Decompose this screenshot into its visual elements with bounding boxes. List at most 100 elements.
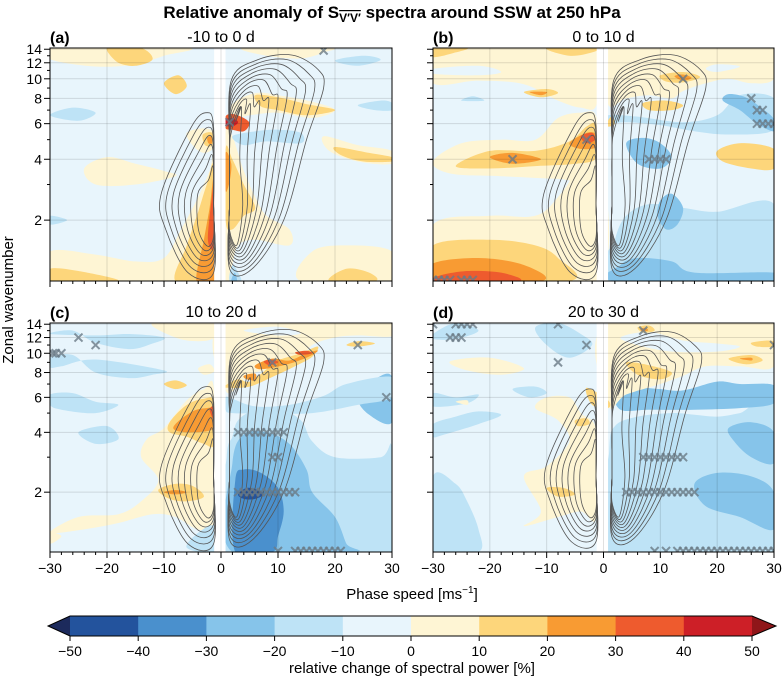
- contour-fill-level--30: [694, 472, 774, 531]
- y-axis-label: Zonal wavenumber: [0, 236, 17, 364]
- panel-field: [433, 323, 774, 552]
- significance-marker: [335, 546, 346, 552]
- climatology-contour: [196, 165, 215, 247]
- panel-field: [433, 48, 774, 281]
- y-tick-label: 2: [34, 484, 42, 500]
- contour-fill-level-0: [50, 532, 62, 544]
- colorbar-bin: [138, 616, 207, 636]
- panel-field: [50, 323, 392, 552]
- contour-fill-level--30: [613, 381, 774, 412]
- panel-label: (a): [50, 30, 70, 47]
- contour-fill-level-10: [163, 75, 187, 95]
- contour-fill-level-0: [50, 152, 227, 281]
- colorbar-tick-label: −30: [195, 643, 219, 659]
- contour-fill-level-10: [224, 145, 256, 231]
- contour-fill-level-0: [212, 323, 392, 394]
- x-axis-label: Phase speed [ms−1]: [346, 585, 477, 603]
- significance-marker: [678, 452, 688, 462]
- contour-fill-level-10: [328, 268, 378, 281]
- significance-marker: [445, 275, 455, 281]
- contour-fill-level-30: [433, 270, 522, 281]
- contour-fill-level--10: [433, 65, 502, 76]
- contour-fill-level--20: [512, 386, 547, 398]
- significance-marker: [769, 546, 774, 552]
- colorbar-bin: [547, 616, 617, 636]
- colorbar-bin: [683, 616, 753, 636]
- contour-fill-level-20: [207, 135, 213, 144]
- y-tick-label: 8: [34, 90, 42, 106]
- significance-marker: [757, 105, 768, 115]
- colorbar-bin: [206, 616, 276, 636]
- contour-fill-level--20: [78, 425, 119, 445]
- colorbar-tick-label: −10: [331, 643, 355, 659]
- contour-fill-level--10: [705, 64, 740, 73]
- contour-fill-level--20: [357, 100, 392, 111]
- colorbar-extend-under: [48, 616, 70, 636]
- contour-fill-level--30: [604, 257, 774, 281]
- panel-field: [50, 48, 392, 281]
- significance-marker: [273, 452, 283, 462]
- contour-fill-level--30: [727, 422, 774, 465]
- colorbar-tick-label: −50: [58, 643, 82, 659]
- y-tick-label: 6: [34, 116, 42, 132]
- contour-fill-level--20: [433, 323, 479, 340]
- x-tick-label: −20: [478, 560, 502, 576]
- significance-marker: [56, 348, 67, 358]
- contour-fill-level-20: [529, 91, 548, 96]
- significance-marker: [468, 323, 478, 329]
- panel-subtitle: 10 to 20 d: [185, 304, 256, 321]
- significance-marker: [638, 325, 648, 336]
- contour-fill-level--20: [535, 323, 593, 358]
- contour-fill-level-30: [207, 181, 215, 250]
- significance-marker: [267, 357, 278, 368]
- significance-marker: [90, 340, 101, 350]
- contour-fill-level-10: [254, 94, 335, 116]
- contour-fill-level-0: [449, 357, 525, 375]
- y-tick-label: 14: [26, 41, 42, 57]
- masked-zero-band: [596, 323, 609, 552]
- y-tick-label: 10: [26, 71, 42, 87]
- climatology-contour: [579, 165, 597, 247]
- x-tick-label: 10: [270, 560, 286, 576]
- significance-marker: [649, 546, 660, 552]
- significance-marker: [273, 546, 283, 552]
- panel-b: (b) 0 to 10 d: [427, 29, 775, 287]
- x-tick-label: 20: [709, 560, 725, 576]
- contour-fill-level-10: [50, 268, 119, 281]
- y-tick-label: 10: [26, 345, 42, 361]
- climatology-contour: [228, 106, 244, 247]
- colorbar-tick-label: 20: [540, 643, 556, 659]
- x-tick-label: −30: [421, 560, 445, 576]
- contour-fill-level-0: [455, 400, 469, 405]
- contour-fill-level-10: [716, 143, 774, 171]
- colorbar-tick-label: 30: [608, 643, 624, 659]
- contour-fill-level--20: [433, 472, 483, 552]
- colorbar-bin: [615, 616, 685, 636]
- panel-label: (d): [433, 305, 453, 322]
- colorbar-label: relative change of spectral power [%]: [289, 660, 535, 677]
- contour-fill-level-0: [433, 48, 610, 110]
- contour-fill-level--20: [334, 55, 381, 66]
- contour-fill-level-20: [489, 152, 541, 164]
- masked-zero-band: [214, 48, 226, 281]
- significance-marker: [581, 134, 592, 145]
- x-tick-label: 10: [653, 560, 669, 576]
- contour-fill-level-0: [198, 364, 215, 375]
- significance-marker: [553, 357, 563, 368]
- contour-fill-level-10: [642, 100, 684, 111]
- contour-fill-level-10: [546, 487, 576, 497]
- climatology-contour: [579, 438, 597, 519]
- x-tick-label: 30: [766, 560, 782, 576]
- significance-marker: [468, 275, 478, 281]
- y-tick-label: 4: [34, 151, 42, 167]
- panel-label: (c): [50, 305, 70, 322]
- colorbar-bin: [342, 616, 412, 636]
- y-tick-label: 4: [34, 424, 42, 440]
- contour-fill-level--20: [224, 376, 392, 414]
- significance-marker: [278, 427, 289, 438]
- climatology-contour: [611, 380, 626, 518]
- panel-subtitle: -10 to 0 d: [187, 29, 255, 46]
- contour-fill-level-20: [164, 490, 187, 495]
- significance-marker: [507, 154, 518, 164]
